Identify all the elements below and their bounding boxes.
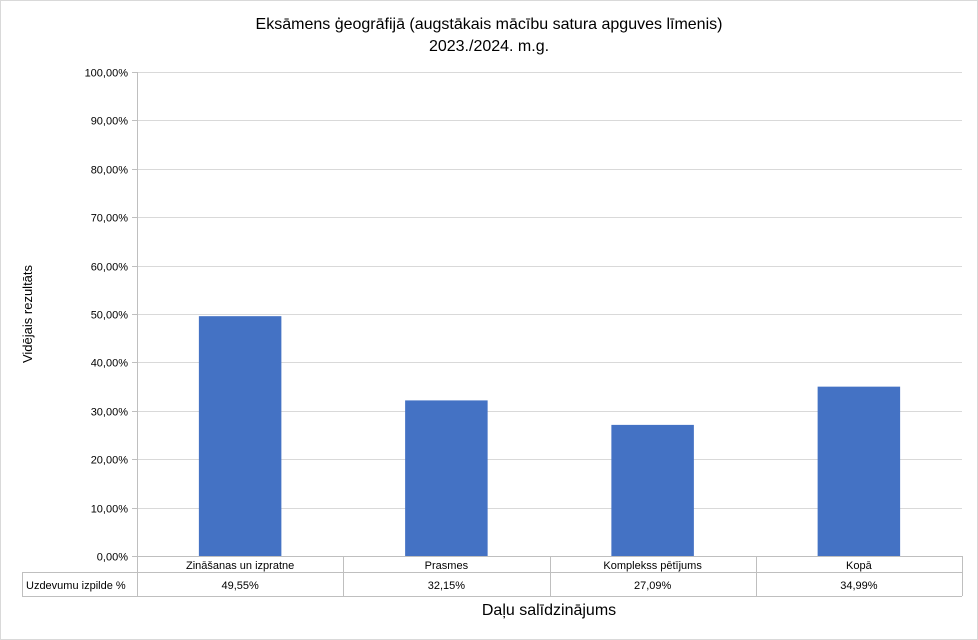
y-tick-label: 80,00%	[91, 165, 129, 177]
y-tick-label: 30,00%	[91, 407, 129, 419]
chart-title: Eksāmens ģeogrāfijā (augstākais mācību s…	[256, 15, 723, 33]
y-tick-label: 40,00%	[91, 358, 129, 370]
x-tick-label: Kopā	[846, 560, 873, 572]
bar	[198, 316, 282, 556]
y-tick-labels: 0,00% 10,00% 20,00% 30,00% 40,00% 50,00% 60,00…	[85, 68, 129, 564]
x-tick-label: Komplekss pētījums	[603, 560, 702, 572]
data-table: Zināšanas un izpratne 49,55% Prasmes 32,15%…	[22, 556, 963, 597]
y-axis-label: Vidējais rezultāts	[20, 264, 35, 363]
data-label: 34,99%	[840, 580, 878, 592]
y-tick-label: 60,00%	[91, 262, 129, 274]
y-tick-label: 50,00%	[91, 310, 129, 322]
x-axis-label: Daļu salīdzinājums	[482, 602, 616, 619]
y-tick-label: 70,00%	[91, 213, 129, 225]
x-tick-label: Prasmes	[425, 560, 469, 572]
series-name-label: Uzdevumu izpilde %	[26, 580, 126, 592]
data-label: 27,09%	[634, 580, 672, 592]
bar	[611, 424, 694, 556]
data-label: 32,15%	[428, 580, 466, 592]
bar	[405, 400, 488, 556]
y-tick-label: 100,00%	[85, 68, 129, 80]
data-label: 49,55%	[221, 580, 259, 592]
y-tick-label: 0,00%	[97, 552, 128, 564]
y-tick-label: 20,00%	[91, 455, 129, 467]
bars	[198, 316, 901, 556]
chart-subtitle: 2023./2024. m.g.	[429, 38, 549, 55]
y-tick-label: 10,00%	[91, 504, 129, 516]
bar	[817, 386, 901, 556]
y-tick-label: 90,00%	[91, 116, 129, 128]
x-tick-label: Zināšanas un izpratne	[186, 560, 294, 572]
